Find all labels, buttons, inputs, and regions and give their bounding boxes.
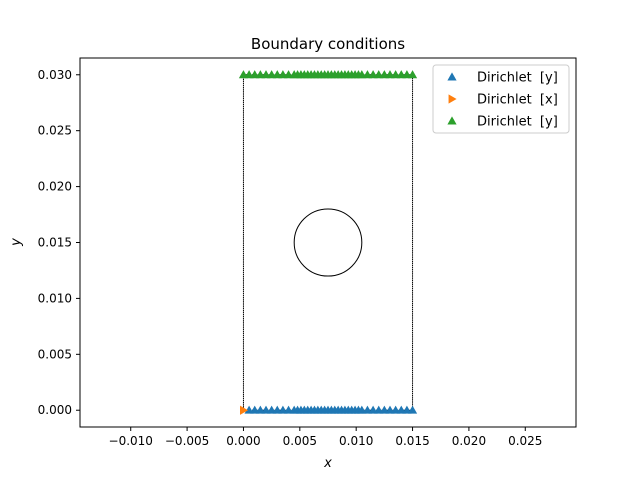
- legend-marker-2: [447, 116, 457, 125]
- legend-label-1: Dirichlet [x]: [477, 93, 558, 108]
- hole-circle: [293, 208, 363, 277]
- x-axis-ticks: −0.010 −0.005 0.000 0.005 0.010 0.015 0.020 0.0…: [109, 427, 542, 448]
- legend-label-0: Dirichlet [y]: [477, 71, 558, 86]
- y-tick-label: 0.000: [38, 403, 72, 417]
- legend: Dirichlet [y] Dirichlet [x] Dirichlet [y]: [432, 64, 570, 134]
- y-axis-label: y: [9, 238, 24, 247]
- legend-entries: Dirichlet [y] Dirichlet [x] Dirichlet [y]: [447, 71, 558, 130]
- y-tick-label: 0.015: [38, 236, 72, 250]
- y-tick-label: 0.005: [38, 347, 72, 361]
- x-axis-label: x: [323, 456, 332, 471]
- y-tick-label: 0.010: [38, 291, 72, 305]
- x-tick-label: 0.005: [283, 434, 317, 448]
- series-1-marker: [240, 405, 249, 415]
- legend-marker-0: [447, 72, 457, 81]
- x-tick-label: −0.005: [165, 434, 209, 448]
- legend-box: [432, 64, 570, 134]
- series-0-marker: [407, 405, 418, 414]
- axes-frame: [79, 57, 577, 428]
- x-tick-label: 0.015: [395, 434, 429, 448]
- chart-title: Boundary conditions: [251, 35, 405, 53]
- marker-layer: [238, 70, 418, 415]
- x-tick-label: −0.010: [109, 434, 153, 448]
- legend-label-2: Dirichlet [y]: [477, 115, 558, 130]
- x-tick-label: 0.020: [452, 434, 486, 448]
- series-2-marker: [407, 70, 418, 79]
- y-axis-ticks: 0.000 0.005 0.010 0.015 0.020 0.025 0.030: [38, 68, 80, 417]
- x-tick-label: 0.025: [508, 434, 542, 448]
- x-tick-label: 0.000: [226, 434, 260, 448]
- y-tick-label: 0.030: [38, 68, 72, 82]
- x-tick-label: 0.010: [339, 434, 373, 448]
- y-tick-label: 0.020: [38, 180, 72, 194]
- legend-marker-1: [448, 94, 457, 104]
- y-tick-label: 0.025: [38, 124, 72, 138]
